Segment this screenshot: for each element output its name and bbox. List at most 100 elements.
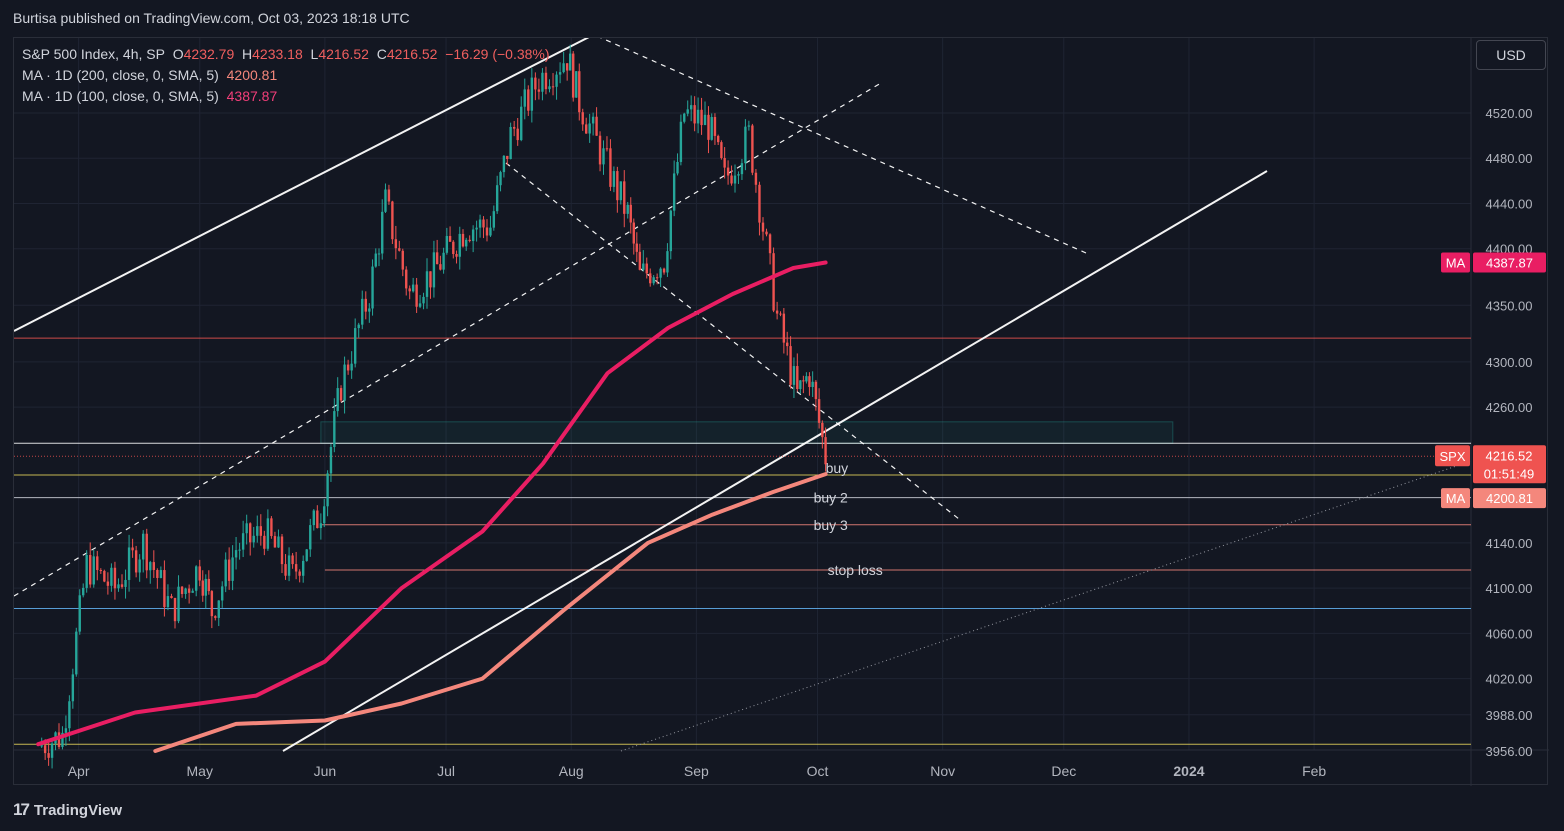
candle-body <box>713 117 717 136</box>
candle-body <box>231 557 234 581</box>
candle-body <box>786 342 789 347</box>
candle-body <box>598 135 602 165</box>
candle-body <box>562 63 565 73</box>
candle-body <box>368 308 371 312</box>
candle-body <box>432 252 436 288</box>
candle-body <box>249 523 252 543</box>
level-label: buy 2 <box>814 490 848 506</box>
candle-body <box>584 124 588 134</box>
candle-body <box>252 535 255 543</box>
candle-body <box>131 547 134 551</box>
candle-body <box>805 376 808 382</box>
candle-body <box>802 380 805 382</box>
candle-body <box>616 171 619 201</box>
candle-body <box>492 211 496 228</box>
candle-body <box>294 564 298 572</box>
candle-body <box>110 567 113 586</box>
price-chart[interactable]: buy buy 2 buy 3 stop loss 4520.00 4480.00 4440… <box>14 38 1549 786</box>
trend-line-dashed-down <box>505 162 960 520</box>
candle-body <box>418 303 422 307</box>
candle-body <box>530 77 534 111</box>
trend-line-upper <box>14 38 590 332</box>
candle-body <box>652 277 655 284</box>
ma100-price-tag-bg <box>1473 252 1546 273</box>
candle-body <box>329 447 333 474</box>
candle-body <box>384 189 387 212</box>
candle-body <box>808 376 811 388</box>
candle-body <box>672 173 676 211</box>
candle-body <box>201 580 204 596</box>
candle-body <box>40 745 43 747</box>
candle-body <box>381 211 384 254</box>
candle-body <box>744 126 747 164</box>
candle-body <box>195 566 198 591</box>
candle-body <box>61 732 64 747</box>
candle-body <box>103 570 106 582</box>
candle-body <box>170 596 173 599</box>
x-tick-label: Apr <box>68 763 90 779</box>
candle-body <box>177 586 180 622</box>
candle-body <box>669 210 672 252</box>
legend-close: 4216.52 <box>386 46 438 62</box>
candle-body <box>339 388 343 401</box>
candle-body <box>581 112 584 125</box>
legend-open: 4232.79 <box>183 46 235 62</box>
candle-body <box>361 298 364 325</box>
tradingview-logo[interactable]: 17 TradingView <box>13 800 122 820</box>
candle-body <box>387 189 391 202</box>
candle-body <box>512 126 516 129</box>
candle-body <box>221 586 224 601</box>
candle-body <box>394 239 398 249</box>
candle-body <box>689 105 693 110</box>
x-tick-label: Jul <box>437 763 455 779</box>
candle-body <box>703 114 707 126</box>
currency-button[interactable]: USD <box>1476 40 1546 70</box>
candle-body <box>632 222 635 244</box>
support-zone <box>320 421 1174 444</box>
chart-frame[interactable]: buy buy 2 buy 3 stop loss 4520.00 4480.00 4440… <box>13 37 1549 786</box>
candle-body <box>655 277 659 279</box>
candle-body <box>716 135 720 143</box>
candle-body <box>817 399 821 423</box>
candle-body <box>422 296 425 304</box>
y-tick-label: 4100.00 <box>1486 581 1533 596</box>
candle-body <box>775 310 779 314</box>
publisher-line: Burtisa published on TradingView.com, Oc… <box>13 10 410 26</box>
candle-body <box>401 250 404 270</box>
candle-body <box>468 239 471 242</box>
candle-body <box>191 590 194 593</box>
legend-high: 4233.18 <box>252 46 303 62</box>
candle-body <box>509 126 512 160</box>
candle-body <box>588 123 591 134</box>
candle-body <box>707 114 710 140</box>
candle-body <box>568 53 572 71</box>
ma200-tag-bg <box>1441 488 1470 509</box>
candle-body <box>758 184 761 223</box>
candle-body <box>814 381 818 400</box>
candle-body <box>284 564 287 576</box>
candle-body <box>64 728 68 733</box>
candle-body <box>659 268 662 278</box>
legend-ma200-row[interactable]: MA · 1D (200, close, 0, SMA, 5) 4200.81 <box>22 65 550 86</box>
legend-ma100-row[interactable]: MA · 1D (100, close, 0, SMA, 5) 4387.87 <box>22 86 550 107</box>
level-label: buy 3 <box>814 517 848 533</box>
candle-body <box>343 364 346 401</box>
candle-body <box>138 559 141 573</box>
legend-ma100-label: MA · 1D (100, close, 0, SMA, 5) <box>22 88 219 104</box>
candle-body <box>217 600 220 618</box>
candle-body <box>676 161 679 174</box>
candle-body <box>520 106 523 141</box>
candle-body <box>50 743 54 758</box>
candle-body <box>445 236 449 253</box>
candle-body <box>541 72 544 92</box>
candle-body <box>270 518 273 537</box>
candle-body <box>350 363 353 371</box>
candle-body <box>435 252 439 265</box>
candle-body <box>68 701 71 729</box>
candle-body <box>266 518 270 549</box>
y-tick-label: 3956.00 <box>1486 744 1533 759</box>
candle-body <box>796 366 799 389</box>
x-tick-label: Sep <box>684 763 709 779</box>
candle-body <box>398 248 401 251</box>
candle-body <box>544 72 548 90</box>
